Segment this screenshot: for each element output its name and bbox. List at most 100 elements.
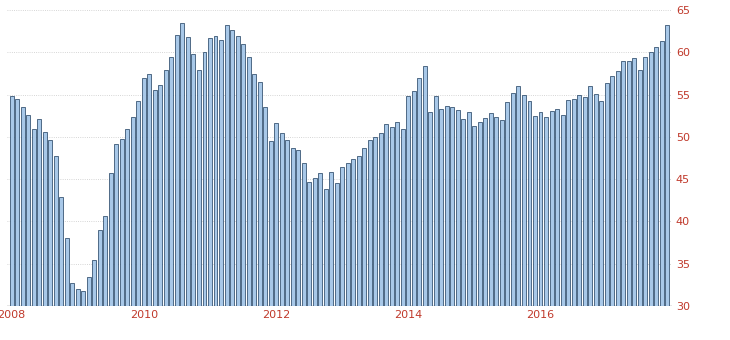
FancyBboxPatch shape bbox=[104, 217, 107, 306]
FancyBboxPatch shape bbox=[626, 61, 631, 306]
FancyBboxPatch shape bbox=[478, 122, 482, 306]
FancyBboxPatch shape bbox=[9, 96, 14, 306]
FancyBboxPatch shape bbox=[318, 173, 322, 306]
FancyBboxPatch shape bbox=[550, 111, 553, 306]
FancyBboxPatch shape bbox=[43, 132, 47, 306]
FancyBboxPatch shape bbox=[566, 100, 570, 306]
FancyBboxPatch shape bbox=[368, 140, 372, 306]
FancyBboxPatch shape bbox=[522, 95, 526, 306]
FancyBboxPatch shape bbox=[610, 76, 614, 306]
FancyBboxPatch shape bbox=[489, 113, 493, 306]
FancyBboxPatch shape bbox=[15, 99, 19, 306]
FancyBboxPatch shape bbox=[346, 163, 350, 306]
FancyBboxPatch shape bbox=[153, 90, 157, 306]
FancyBboxPatch shape bbox=[236, 36, 239, 306]
FancyBboxPatch shape bbox=[572, 99, 575, 306]
FancyBboxPatch shape bbox=[274, 123, 278, 306]
FancyBboxPatch shape bbox=[423, 66, 427, 306]
FancyBboxPatch shape bbox=[241, 44, 245, 306]
FancyBboxPatch shape bbox=[407, 97, 410, 306]
FancyBboxPatch shape bbox=[649, 52, 653, 306]
FancyBboxPatch shape bbox=[467, 113, 471, 306]
FancyBboxPatch shape bbox=[461, 119, 465, 306]
FancyBboxPatch shape bbox=[351, 159, 356, 306]
FancyBboxPatch shape bbox=[225, 24, 228, 306]
FancyBboxPatch shape bbox=[621, 61, 625, 306]
FancyBboxPatch shape bbox=[555, 109, 559, 306]
FancyBboxPatch shape bbox=[307, 182, 311, 306]
FancyBboxPatch shape bbox=[175, 35, 179, 306]
FancyBboxPatch shape bbox=[26, 115, 30, 306]
FancyBboxPatch shape bbox=[456, 110, 460, 306]
FancyBboxPatch shape bbox=[643, 57, 647, 306]
FancyBboxPatch shape bbox=[191, 54, 196, 306]
FancyBboxPatch shape bbox=[329, 172, 333, 306]
FancyBboxPatch shape bbox=[312, 178, 317, 306]
FancyBboxPatch shape bbox=[379, 133, 383, 306]
FancyBboxPatch shape bbox=[500, 120, 504, 306]
FancyBboxPatch shape bbox=[604, 83, 609, 306]
FancyBboxPatch shape bbox=[335, 183, 339, 306]
FancyBboxPatch shape bbox=[615, 71, 620, 306]
FancyBboxPatch shape bbox=[599, 101, 603, 306]
FancyBboxPatch shape bbox=[429, 113, 432, 306]
FancyBboxPatch shape bbox=[65, 238, 69, 306]
FancyBboxPatch shape bbox=[357, 156, 361, 306]
FancyBboxPatch shape bbox=[511, 93, 515, 306]
FancyBboxPatch shape bbox=[169, 57, 174, 306]
FancyBboxPatch shape bbox=[186, 37, 190, 306]
FancyBboxPatch shape bbox=[269, 141, 272, 306]
FancyBboxPatch shape bbox=[301, 163, 306, 306]
FancyBboxPatch shape bbox=[120, 139, 124, 306]
FancyBboxPatch shape bbox=[280, 133, 283, 306]
FancyBboxPatch shape bbox=[202, 52, 207, 306]
FancyBboxPatch shape bbox=[362, 148, 366, 306]
FancyBboxPatch shape bbox=[434, 96, 438, 306]
FancyBboxPatch shape bbox=[418, 78, 421, 306]
FancyBboxPatch shape bbox=[137, 101, 140, 306]
FancyBboxPatch shape bbox=[384, 124, 388, 306]
FancyBboxPatch shape bbox=[126, 129, 129, 306]
FancyBboxPatch shape bbox=[70, 283, 74, 306]
FancyBboxPatch shape bbox=[37, 119, 41, 306]
FancyBboxPatch shape bbox=[81, 291, 85, 306]
FancyBboxPatch shape bbox=[638, 70, 642, 306]
FancyBboxPatch shape bbox=[54, 156, 58, 306]
FancyBboxPatch shape bbox=[450, 106, 454, 306]
FancyBboxPatch shape bbox=[87, 277, 91, 306]
FancyBboxPatch shape bbox=[396, 122, 399, 306]
FancyBboxPatch shape bbox=[109, 173, 113, 306]
FancyBboxPatch shape bbox=[76, 289, 80, 306]
FancyBboxPatch shape bbox=[517, 86, 520, 306]
FancyBboxPatch shape bbox=[285, 139, 289, 306]
FancyBboxPatch shape bbox=[230, 30, 234, 306]
FancyBboxPatch shape bbox=[115, 144, 118, 306]
FancyBboxPatch shape bbox=[577, 95, 581, 306]
FancyBboxPatch shape bbox=[632, 58, 636, 306]
FancyBboxPatch shape bbox=[583, 97, 586, 306]
FancyBboxPatch shape bbox=[131, 117, 135, 306]
FancyBboxPatch shape bbox=[147, 73, 151, 306]
FancyBboxPatch shape bbox=[472, 126, 477, 306]
FancyBboxPatch shape bbox=[208, 38, 212, 306]
FancyBboxPatch shape bbox=[439, 109, 443, 306]
FancyBboxPatch shape bbox=[390, 127, 393, 306]
FancyBboxPatch shape bbox=[323, 189, 328, 306]
FancyBboxPatch shape bbox=[197, 70, 201, 306]
FancyBboxPatch shape bbox=[373, 137, 377, 306]
FancyBboxPatch shape bbox=[164, 70, 168, 306]
FancyBboxPatch shape bbox=[32, 129, 36, 306]
FancyBboxPatch shape bbox=[59, 197, 64, 306]
FancyBboxPatch shape bbox=[214, 36, 218, 306]
FancyBboxPatch shape bbox=[180, 23, 185, 306]
FancyBboxPatch shape bbox=[20, 107, 25, 306]
FancyBboxPatch shape bbox=[252, 74, 256, 306]
FancyBboxPatch shape bbox=[158, 85, 162, 306]
FancyBboxPatch shape bbox=[494, 117, 499, 306]
FancyBboxPatch shape bbox=[258, 82, 261, 306]
FancyBboxPatch shape bbox=[93, 260, 96, 306]
FancyBboxPatch shape bbox=[142, 78, 146, 306]
FancyBboxPatch shape bbox=[528, 101, 531, 306]
FancyBboxPatch shape bbox=[533, 116, 537, 306]
FancyBboxPatch shape bbox=[505, 102, 510, 306]
